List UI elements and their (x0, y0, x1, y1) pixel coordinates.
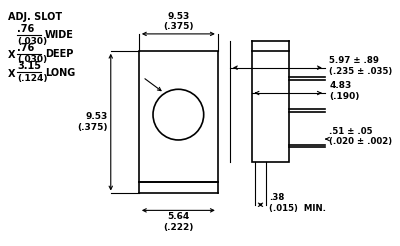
Text: .51 ± .05
(.020 ± .002): .51 ± .05 (.020 ± .002) (330, 126, 393, 146)
Text: (.124): (.124) (17, 74, 47, 83)
Text: 3.15: 3.15 (17, 62, 41, 71)
Bar (139, 51, 218, 182)
Text: LONG: LONG (45, 68, 75, 78)
Text: .76: .76 (17, 24, 34, 34)
Text: (.030): (.030) (17, 37, 47, 46)
Text: 5.64
(.222): 5.64 (.222) (163, 212, 194, 232)
Text: .76: .76 (17, 43, 34, 53)
Text: X: X (8, 69, 15, 79)
Circle shape (153, 89, 204, 140)
Text: .38
(.015)  MIN.: .38 (.015) MIN. (270, 193, 326, 213)
Text: 5.97 ± .89
(.235 ± .035): 5.97 ± .89 (.235 ± .035) (330, 56, 393, 76)
Text: DEEP: DEEP (45, 49, 74, 59)
Text: WIDE: WIDE (45, 30, 74, 40)
Text: 9.53
(.375): 9.53 (.375) (78, 112, 108, 132)
Text: 9.53
(.375): 9.53 (.375) (163, 12, 194, 31)
Bar (252, 51, 289, 162)
Text: (.030): (.030) (17, 56, 47, 64)
Text: 4.83
(.190): 4.83 (.190) (330, 81, 360, 101)
Text: X: X (8, 49, 15, 60)
Text: ADJ. SLOT: ADJ. SLOT (8, 12, 62, 22)
